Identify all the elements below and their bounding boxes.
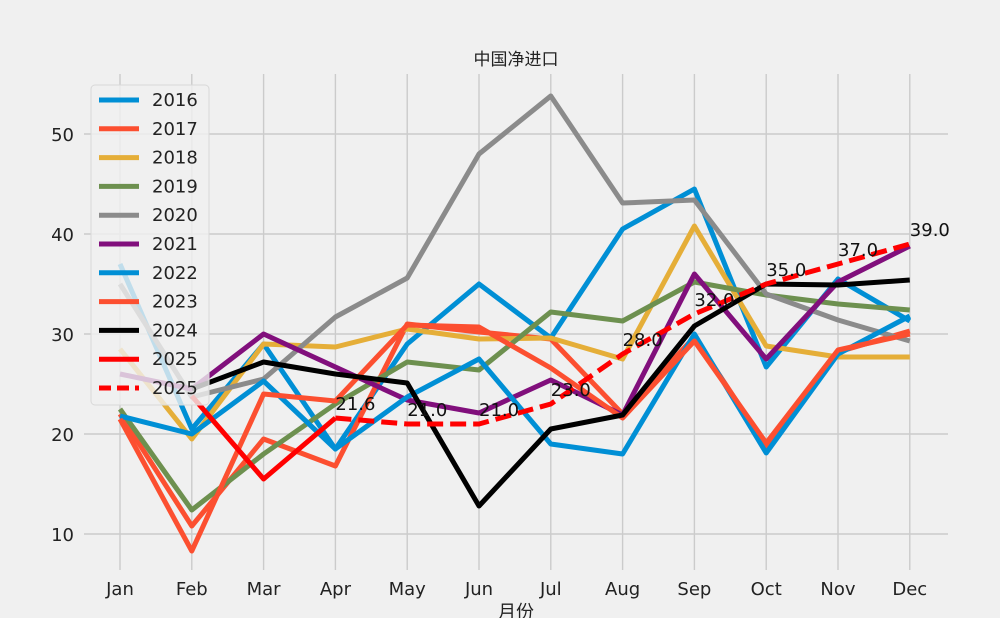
x-axis-label: 月份 — [498, 602, 534, 618]
legend-label: 2023 — [152, 292, 198, 313]
y-tick-label: 40 — [51, 225, 74, 246]
data-label: 28.0 — [623, 330, 663, 351]
y-tick-label: 10 — [51, 525, 74, 546]
x-tick-label: Aug — [605, 579, 640, 600]
y-tick-label: 50 — [51, 125, 74, 146]
legend-label: 2019 — [152, 176, 198, 197]
x-tick-label: Jan — [105, 579, 134, 600]
data-label: 23.0 — [551, 380, 591, 401]
data-label: 37.0 — [838, 240, 878, 261]
legend-label: 2022 — [152, 263, 198, 284]
data-label: 32.0 — [694, 290, 734, 311]
legend-label: 2018 — [152, 148, 198, 169]
annotations: 21.6 21.0 21.0 23.0 28.0 32.0 35.0 37.0 39.0 — [335, 220, 949, 421]
legend-label: 2016 — [152, 90, 198, 111]
x-tick-label: Oct — [751, 579, 782, 600]
data-label: 35.0 — [766, 260, 806, 281]
x-tick-label: Dec — [892, 579, 927, 600]
legend-label: 2020 — [152, 205, 198, 226]
legend-label: 2025 — [152, 349, 198, 370]
x-tick-label: Apr — [320, 579, 352, 600]
axis-ticks: 10 20 30 40 50 Jan Feb Mar Apr May Jun Jul Aug Sep Oct… — [51, 125, 927, 600]
x-tick-label: Nov — [820, 579, 855, 600]
chart-title: 中国净进口 — [474, 50, 559, 70]
y-tick-label: 30 — [51, 325, 74, 346]
series-line-2025-forecast — [335, 241, 911, 427]
series-line-2023 — [117, 322, 911, 554]
series-line-2024 — [190, 277, 910, 509]
x-tick-label: Mar — [247, 579, 282, 600]
legend: 2016 2017 2018 2019 2020 2021 2022 2023 2024 2025… — [90, 84, 210, 406]
legend-box — [90, 84, 210, 406]
series-line-2025 — [189, 394, 338, 482]
x-tick-label: Feb — [176, 579, 208, 600]
data-label: 21.0 — [479, 400, 519, 421]
series-line-2020 — [117, 93, 911, 400]
legend-label: 2025 — [152, 378, 198, 399]
y-tick-label: 20 — [51, 425, 74, 446]
data-label: 39.0 — [910, 220, 950, 241]
legend-label: 2024 — [152, 320, 198, 341]
data-label: 21.6 — [335, 394, 375, 415]
x-tick-label: Jul — [539, 579, 562, 600]
series-line-2021 — [119, 243, 911, 418]
series-lines — [117, 93, 912, 554]
data-label: 21.0 — [407, 400, 447, 421]
legend-label: 2017 — [152, 119, 198, 140]
x-tick-label: Jun — [464, 579, 493, 600]
x-tick-label: May — [389, 579, 427, 600]
legend-label: 2021 — [152, 234, 198, 255]
series-line-2022 — [119, 313, 911, 457]
x-tick-label: Sep — [677, 579, 711, 600]
